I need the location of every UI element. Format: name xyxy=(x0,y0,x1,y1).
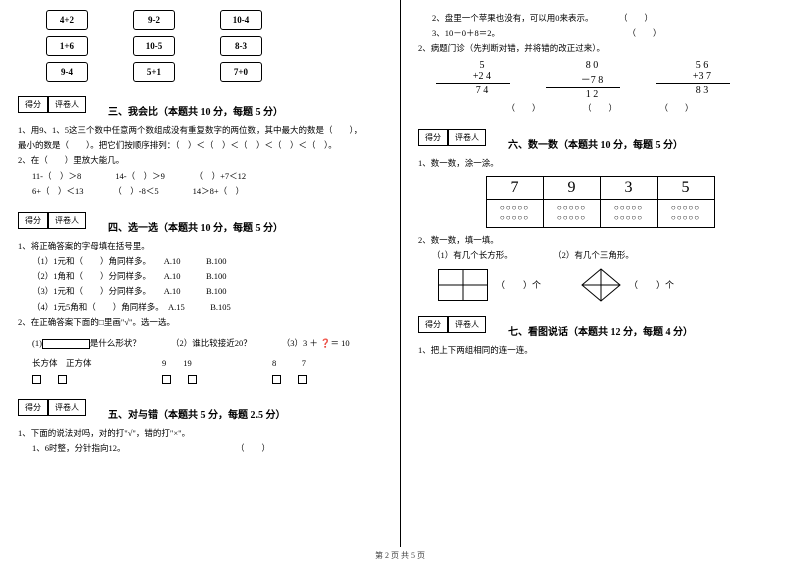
bracket-row: （ ） （ ） （ ） xyxy=(418,102,782,115)
blank-box xyxy=(42,339,90,349)
calc-line: 7 4 xyxy=(418,85,528,96)
oval-cell: ○○○○○○○○○○ xyxy=(486,199,543,227)
expr-box: 10-4 xyxy=(220,10,262,30)
q-text: 1、下面的说法对吗，对的打"√"，错的打"×"。 xyxy=(18,427,382,440)
q-text: 2、数一数，填一填。 xyxy=(418,234,782,247)
calc-line: 8 3 xyxy=(638,85,748,96)
q-text: 2、盘里一个苹果也没有，可以用0来表示。 （ ） xyxy=(418,12,782,25)
expr-box: 1+6 xyxy=(46,36,88,56)
expr-box: 5+1 xyxy=(133,62,175,82)
checkbox[interactable] xyxy=(188,375,197,384)
q-text: 11-（ ）＞8 14-（ ）＞9 （ ）+7＜12 xyxy=(18,170,382,183)
right-column: 2、盘里一个苹果也没有，可以用0来表示。 （ ） 3、10－0＋8＝2。 （ ）… xyxy=(400,0,800,565)
expr-box: 10-5 xyxy=(133,36,175,56)
unit-text: （ ）个 xyxy=(496,278,541,291)
q-text: 6+（ ）＜13 （ ）-8＜5 14＞8+（ ） xyxy=(18,185,382,198)
sub-q: （1）有几个长方形。 （2）有几个三角形。 xyxy=(418,249,782,262)
answer-text: 8 7 xyxy=(272,357,306,369)
grader-label: 评卷人 xyxy=(448,316,486,333)
section-4-title: 四、选一选（本题共 10 分，每题 5 分） xyxy=(108,219,382,234)
check-group xyxy=(32,373,162,385)
table-hdr: 9 xyxy=(543,176,600,199)
table-hdr: 3 xyxy=(600,176,657,199)
answer-text: 长方体 正方体 xyxy=(32,357,162,369)
q-text: 1、把上下两组相同的连一连。 xyxy=(418,344,782,357)
calc-problem: 8 0 －7 8 1 2 xyxy=(528,60,638,100)
sub-q: （2）谁比较接近20？ xyxy=(171,337,252,349)
score-label: 得分 xyxy=(418,129,448,146)
grader-label: 评卷人 xyxy=(448,129,486,146)
q-text: 3、10－0＋8＝2。 （ ） xyxy=(418,27,782,40)
section-5-title: 五、对与错（本题共 5 分，每题 2.5 分） xyxy=(108,406,382,421)
grader-label: 评卷人 xyxy=(48,399,86,416)
check-group xyxy=(272,373,307,385)
score-label: 得分 xyxy=(418,316,448,333)
q-text: 1、将正确答案的字母填在括号里。 xyxy=(18,240,382,253)
q-label: （1）有几个长方形。 xyxy=(432,250,509,260)
score-label: 得分 xyxy=(18,399,48,416)
oval-cell: ○○○○○○○○○○ xyxy=(657,199,714,227)
unit-text: （ ）个 xyxy=(629,278,674,291)
table-hdr: 5 xyxy=(657,176,714,199)
diamond-shape xyxy=(581,268,621,302)
calc-group: 5 +2 4 7 4 8 0 －7 8 1 2 5 6 +3 7 8 3 xyxy=(418,60,782,100)
section-3-title: 三、我会比（本题共 10 分，每题 5 分） xyxy=(108,103,382,118)
expr-box: 9-4 xyxy=(46,62,88,82)
option-text: （4）1元5角和（ ）角同样多。 A.15 B.105 xyxy=(18,301,382,314)
section-7-title: 七、看图说话（本题共 12 分，每题 4 分） xyxy=(508,323,782,338)
expression-grid: 4+2 9-2 10-4 1+6 10-5 8-3 9-4 5+1 7+0 xyxy=(18,10,382,82)
calc-line: 1 2 xyxy=(528,89,638,100)
calc-line: +2 4 xyxy=(418,71,528,82)
calc-problem: 5 6 +3 7 8 3 xyxy=(638,60,748,100)
score-label: 得分 xyxy=(18,96,48,113)
q-label: 是什么形状？ xyxy=(90,338,141,348)
expr-box: 8-3 xyxy=(220,36,262,56)
calc-line: 8 0 xyxy=(528,60,638,71)
calc-problem: 5 +2 4 7 4 xyxy=(418,60,528,100)
sub-q: （3）3 ＋ ❓＝ 10 xyxy=(282,337,350,349)
grader-label: 评卷人 xyxy=(48,212,86,229)
table-hdr: 7 xyxy=(486,176,543,199)
oval-cell: ○○○○○○○○○○ xyxy=(543,199,600,227)
q-text: 1、用9、1、5这三个数中任意两个数组成没有重复数字的两位数，其中最大的数是（ … xyxy=(18,124,382,137)
expr-box: 4+2 xyxy=(46,10,88,30)
q-text: 2、在（ ）里放大能几。 xyxy=(18,154,382,167)
sub-q: (1)是什么形状？ xyxy=(32,337,141,349)
oval-cell: ○○○○○○○○○○ xyxy=(600,199,657,227)
checkbox[interactable] xyxy=(298,375,307,384)
checkbox[interactable] xyxy=(58,375,67,384)
score-label: 得分 xyxy=(18,212,48,229)
q-text: 2、病题门诊（先判断对错，并将错的改正过来）。 xyxy=(418,42,782,55)
calc-line: －7 8 xyxy=(528,71,638,86)
left-column: 4+2 9-2 10-4 1+6 10-5 8-3 9-4 5+1 7+0 得分… xyxy=(0,0,400,565)
expr-box: 7+0 xyxy=(220,62,262,82)
option-text: （3）1元和（ ）分同样多。 A.10 B.100 xyxy=(18,285,382,298)
section-6-title: 六、数一数（本题共 10 分，每题 5 分） xyxy=(508,136,782,151)
answer-text: 9 19 xyxy=(162,357,272,369)
page-footer: 第 2 页 共 5 页 xyxy=(0,550,800,561)
check-group xyxy=(162,373,272,385)
q-label: （2）有几个三角形。 xyxy=(553,250,634,260)
checkbox[interactable] xyxy=(272,375,281,384)
expr-box: 9-2 xyxy=(133,10,175,30)
calc-line: 5 xyxy=(418,60,528,71)
checkbox[interactable] xyxy=(32,375,41,384)
count-table: 7 9 3 5 ○○○○○○○○○○ ○○○○○○○○○○ ○○○○○○○○○○… xyxy=(486,176,715,228)
calc-line: 5 6 xyxy=(638,60,748,71)
q-text: 1、6时整，分针指向12。 （ ） xyxy=(18,442,382,455)
q-text: 1、数一数，涂一涂。 xyxy=(418,157,782,170)
q-text: 2、在正确答案下面的□里画"√"。选一选。 xyxy=(18,316,382,329)
calc-line: +3 7 xyxy=(638,71,748,82)
rectangle-shape xyxy=(438,269,488,301)
option-text: （1）1元和（ ）角同样多。 A.10 B.100 xyxy=(18,255,382,268)
grader-label: 评卷人 xyxy=(48,96,86,113)
q-text: 最小的数是（ ）。把它们按顺序排列：（ ）＜（ ）＜（ ）＜（ ）＜（ ）。 xyxy=(18,139,382,152)
checkbox[interactable] xyxy=(162,375,171,384)
option-text: （2）1角和（ ）分同样多。 A.10 B.100 xyxy=(18,270,382,283)
